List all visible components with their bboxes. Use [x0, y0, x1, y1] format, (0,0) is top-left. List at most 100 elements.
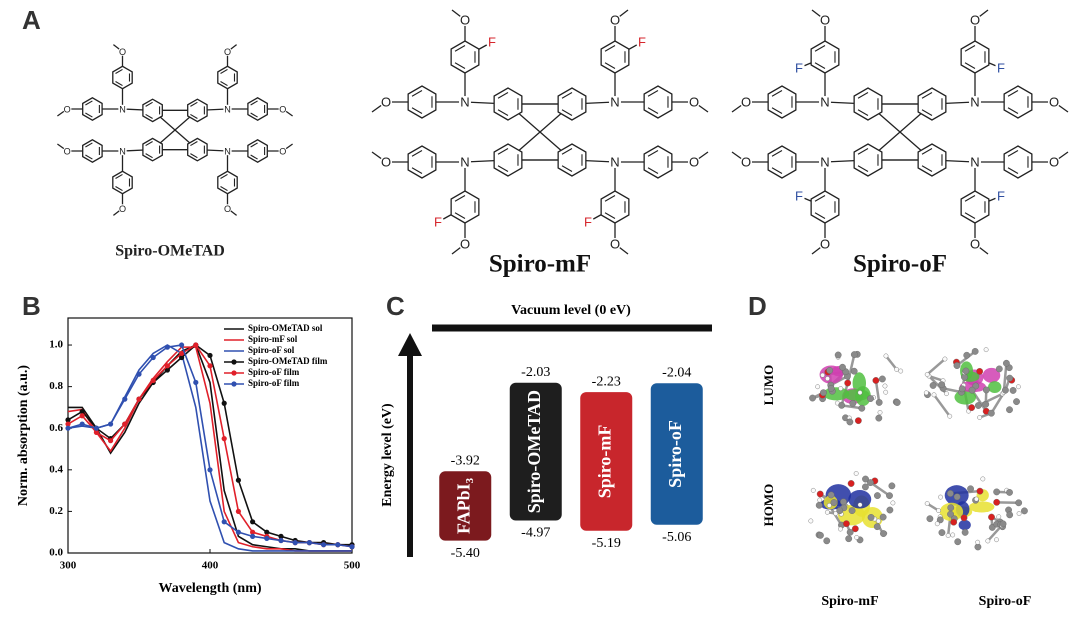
atom-bg [223, 104, 232, 114]
atom [874, 492, 881, 500]
category-label: Spiro-mF [594, 425, 614, 499]
legend-label: Spiro-mF sol [248, 334, 298, 344]
atom [857, 502, 863, 508]
atom [1016, 511, 1022, 516]
double-bond [411, 90, 423, 97]
atom-bg [278, 104, 287, 114]
atom [961, 528, 969, 536]
atom [924, 372, 930, 377]
atom [947, 413, 953, 419]
double-bond [771, 167, 783, 174]
atom-bg [118, 146, 127, 156]
atom [842, 520, 850, 528]
marker [193, 342, 199, 348]
atom [883, 389, 889, 395]
x-axis-label: Wavelength (nm) [158, 581, 261, 596]
marker [136, 371, 142, 377]
series-line [67, 344, 352, 552]
atom-label: N [119, 104, 126, 114]
double-bond [411, 150, 423, 157]
marker [235, 508, 241, 515]
atom-bg [609, 14, 621, 26]
double-bond [814, 195, 826, 202]
atom-label: N [460, 94, 469, 109]
atom [890, 500, 896, 506]
atom [846, 528, 854, 536]
atom-label: O [119, 47, 126, 57]
double-bond [561, 109, 573, 116]
double-bond [1007, 107, 1019, 114]
atom [876, 518, 881, 524]
atom-bg [688, 156, 700, 168]
atom-bg [380, 96, 392, 108]
atom-label: N [820, 94, 829, 109]
atom [808, 518, 814, 524]
double-bond [921, 148, 933, 155]
atom-label: N [970, 94, 979, 109]
atom [823, 537, 831, 545]
orbital-lobe [844, 389, 870, 401]
double-bond [190, 101, 198, 107]
atom [995, 365, 1003, 373]
atom [985, 538, 991, 544]
atom-bg [223, 204, 232, 213]
atom [875, 399, 883, 406]
atom [845, 535, 853, 543]
atom-label: O [224, 47, 231, 57]
atom [962, 367, 970, 375]
panel-label: D [748, 291, 767, 321]
double-bond [220, 173, 228, 179]
atom [838, 526, 843, 532]
atom [968, 404, 976, 412]
atom-label: N [224, 146, 231, 156]
atom-bg [62, 146, 72, 156]
atom [936, 516, 944, 524]
double-bond [604, 195, 616, 202]
atom [847, 480, 855, 487]
marker [164, 344, 170, 350]
marker [179, 354, 185, 361]
atom-bg [118, 104, 127, 114]
atom [934, 521, 940, 527]
atom [820, 389, 827, 397]
marker [108, 421, 114, 427]
double-bond [604, 45, 616, 52]
atom [923, 390, 929, 396]
x-tick-label: 400 [202, 560, 219, 572]
double-bond [561, 165, 573, 172]
atom [983, 347, 989, 353]
atom [827, 491, 835, 499]
marker [207, 352, 213, 359]
atom-label: N [119, 146, 126, 156]
atom-bg [62, 104, 72, 114]
marker [164, 363, 170, 369]
marker [122, 421, 128, 427]
atom [877, 410, 883, 415]
atom-label: O [689, 154, 699, 169]
atom [971, 347, 979, 355]
double-bond [857, 165, 869, 172]
energy-bar [580, 392, 633, 531]
value-label: -2.23 [592, 374, 621, 389]
marker [221, 400, 227, 406]
atom [931, 392, 937, 398]
atom [809, 394, 816, 402]
double-bond [497, 165, 509, 172]
series-line [68, 343, 352, 552]
arrow-head [398, 333, 422, 356]
atom [873, 523, 881, 531]
atom [1006, 489, 1013, 496]
atom-label: O [279, 146, 286, 156]
stick [874, 380, 881, 403]
atom [999, 520, 1007, 528]
series-line [67, 344, 352, 546]
marker [164, 367, 170, 373]
marker [108, 438, 114, 444]
marker [349, 544, 355, 550]
atom [963, 351, 971, 359]
atom [848, 507, 856, 514]
double-bond [647, 150, 659, 157]
double-bond [921, 92, 933, 99]
atom [947, 504, 955, 512]
double-bond [497, 92, 509, 99]
